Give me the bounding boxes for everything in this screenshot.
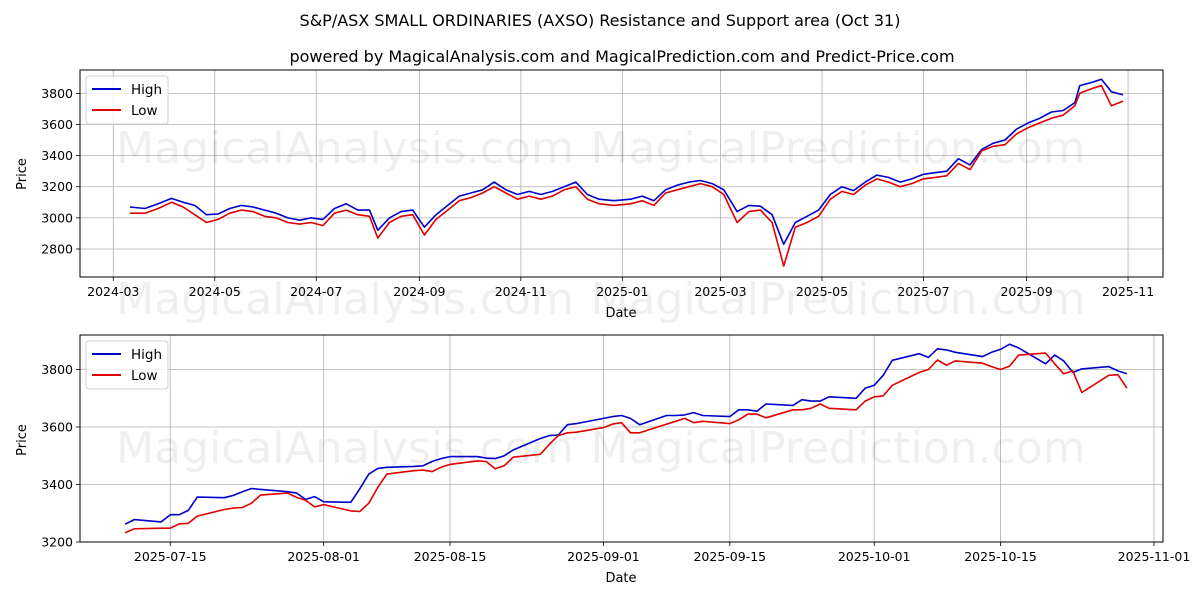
y-tick-label: 3400 <box>41 477 73 492</box>
x-tick-label: 2025-09-01 <box>567 549 640 564</box>
x-tick-label: 2025-03 <box>694 284 746 299</box>
legend-low-label: Low <box>131 103 158 119</box>
watermark-magicalprediction-2: MagicalPrediction.com <box>591 274 1086 325</box>
x-tick-label: 2024-09 <box>393 284 445 299</box>
y-tick-label: 2800 <box>41 241 73 256</box>
y-tick-label: 3200 <box>41 179 73 194</box>
watermark-magicalanalysis: MagicalAnalysis.com <box>116 123 574 174</box>
x-tick-label: 2025-11 <box>1102 284 1154 299</box>
top-chart-frame <box>79 69 1164 278</box>
x-tick-label: 2025-05 <box>796 284 848 299</box>
top-chart-ticks: 2024-03 2024-05 2024-07 2024-09 2024-11 2025-… <box>41 86 1154 299</box>
legend-high-label: High <box>131 82 162 98</box>
bottom-y-axis-label: Price <box>15 424 30 456</box>
top-chart-legend: High Low <box>85 75 169 125</box>
chart-title: S&P/ASX SMALL ORDINARIES (AXSO) Resistan… <box>300 11 901 30</box>
y-tick-label: 3600 <box>41 420 73 435</box>
low-series-line <box>129 84 1124 267</box>
top-chart-watermark: MagicalAnalysis.com MagicalPrediction.co… <box>116 123 1085 325</box>
y-tick-label: 3800 <box>41 86 73 101</box>
bottom-chart-watermark: MagicalAnalysis.com MagicalPrediction.co… <box>116 423 1085 474</box>
y-tick-label: 3000 <box>41 210 73 225</box>
top-x-axis-label: Date <box>605 306 636 321</box>
x-tick-label: 2024-07 <box>290 284 342 299</box>
top-chart: MagicalAnalysis.com MagicalPrediction.co… <box>15 69 1164 325</box>
x-tick-label: 2025-08-01 <box>287 549 360 564</box>
high-series-line <box>124 343 1128 525</box>
x-tick-label: 2025-09-15 <box>693 549 766 564</box>
x-tick-label: 2024-05 <box>189 284 241 299</box>
low-series-line <box>124 352 1128 534</box>
x-tick-label: 2025-07-15 <box>134 549 207 564</box>
x-tick-label: 2025-10-15 <box>964 549 1037 564</box>
x-tick-label: 2025-01 <box>596 284 648 299</box>
watermark-magicalanalysis-2: MagicalAnalysis.com <box>116 274 574 325</box>
watermark-magicalprediction: MagicalPrediction.com <box>591 123 1086 174</box>
x-tick-label: 2025-11-01 <box>1118 549 1191 564</box>
top-y-axis-label: Price <box>15 158 30 190</box>
bottom-chart-legend: High Low <box>85 340 169 390</box>
x-tick-label: 2025-08-15 <box>414 549 487 564</box>
y-tick-label: 3600 <box>41 117 73 132</box>
x-tick-label: 2025-07 <box>897 284 949 299</box>
watermark-magicalanalysis-3: MagicalAnalysis.com <box>116 423 574 474</box>
bottom-chart-lines <box>124 343 1128 534</box>
x-tick-label: 2025-10-01 <box>838 549 911 564</box>
bottom-x-axis-label: Date <box>605 571 636 586</box>
y-tick-label: 3200 <box>41 535 73 550</box>
high-series-line <box>129 78 1124 246</box>
legend-high-label-2: High <box>131 347 162 363</box>
top-chart-grid <box>80 70 1163 277</box>
x-tick-label: 2025-09 <box>1000 284 1052 299</box>
chart-subtitle: powered by MagicalAnalysis.com and Magic… <box>289 47 954 66</box>
y-tick-label: 3400 <box>41 148 73 163</box>
bottom-chart: MagicalAnalysis.com MagicalPrediction.co… <box>15 334 1190 586</box>
bottom-chart-ticks: 2025-07-15 2025-08-01 2025-08-15 2025-09-01… <box>41 362 1190 564</box>
y-tick-label: 3800 <box>41 362 73 377</box>
bottom-chart-frame <box>79 334 1164 543</box>
legend-low-label-2: Low <box>131 368 158 384</box>
x-tick-label: 2024-11 <box>495 284 547 299</box>
x-tick-label: 2024-03 <box>87 284 139 299</box>
top-chart-lines <box>129 78 1124 267</box>
watermark-magicalprediction-3: MagicalPrediction.com <box>591 423 1086 474</box>
